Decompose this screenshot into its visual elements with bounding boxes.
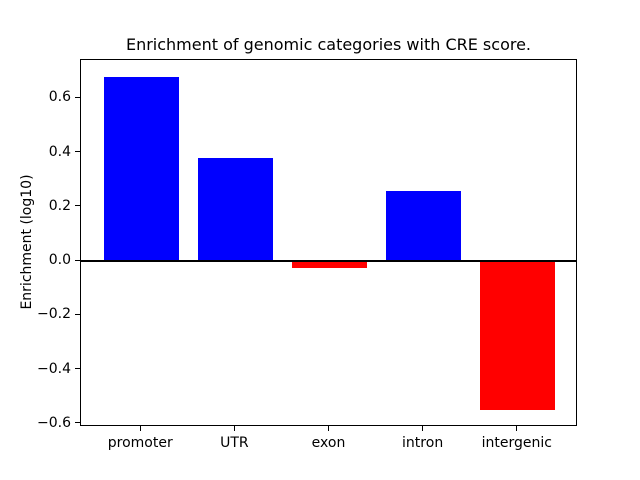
y-tick-label: 0.0	[48, 252, 71, 269]
y-tick-mark	[75, 313, 80, 315]
y-tick-label: 0.6	[48, 89, 71, 106]
plot-area	[80, 59, 577, 426]
y-tick-mark	[75, 151, 80, 153]
y-tick-label: −0.2	[37, 306, 71, 323]
y-tick-mark	[75, 368, 80, 370]
x-tick-mark	[516, 426, 518, 431]
x-tick-mark	[139, 426, 141, 431]
y-tick-label: 0.2	[48, 197, 71, 214]
x-tick-mark	[422, 426, 424, 431]
y-tick-mark	[75, 422, 80, 424]
x-tick-mark	[233, 426, 235, 431]
bar-exon	[291, 261, 368, 268]
y-axis-label: Enrichment (log10)	[19, 174, 35, 310]
x-tick-mark	[328, 426, 329, 431]
y-tick-label: −0.6	[37, 414, 71, 431]
x-tick-label-intergenic: intergenic	[481, 435, 552, 451]
x-tick-label-exon: exon	[311, 435, 346, 451]
bar-intergenic	[480, 261, 556, 411]
bar-intron	[385, 190, 462, 262]
chart-title: Enrichment of genomic categories with CR…	[125, 35, 532, 54]
x-tick-label-UTR: UTR	[220, 435, 249, 451]
zero-line	[81, 260, 576, 263]
y-tick-mark	[75, 259, 80, 261]
y-tick-label: 0.4	[48, 143, 71, 160]
bar-UTR	[197, 158, 274, 262]
x-tick-label-promoter: promoter	[107, 435, 173, 451]
y-tick-label: −0.4	[37, 360, 71, 377]
y-tick-mark	[75, 96, 80, 98]
y-tick-mark	[75, 205, 80, 207]
x-tick-label-intron: intron	[402, 435, 444, 451]
bar-promoter	[103, 76, 179, 262]
